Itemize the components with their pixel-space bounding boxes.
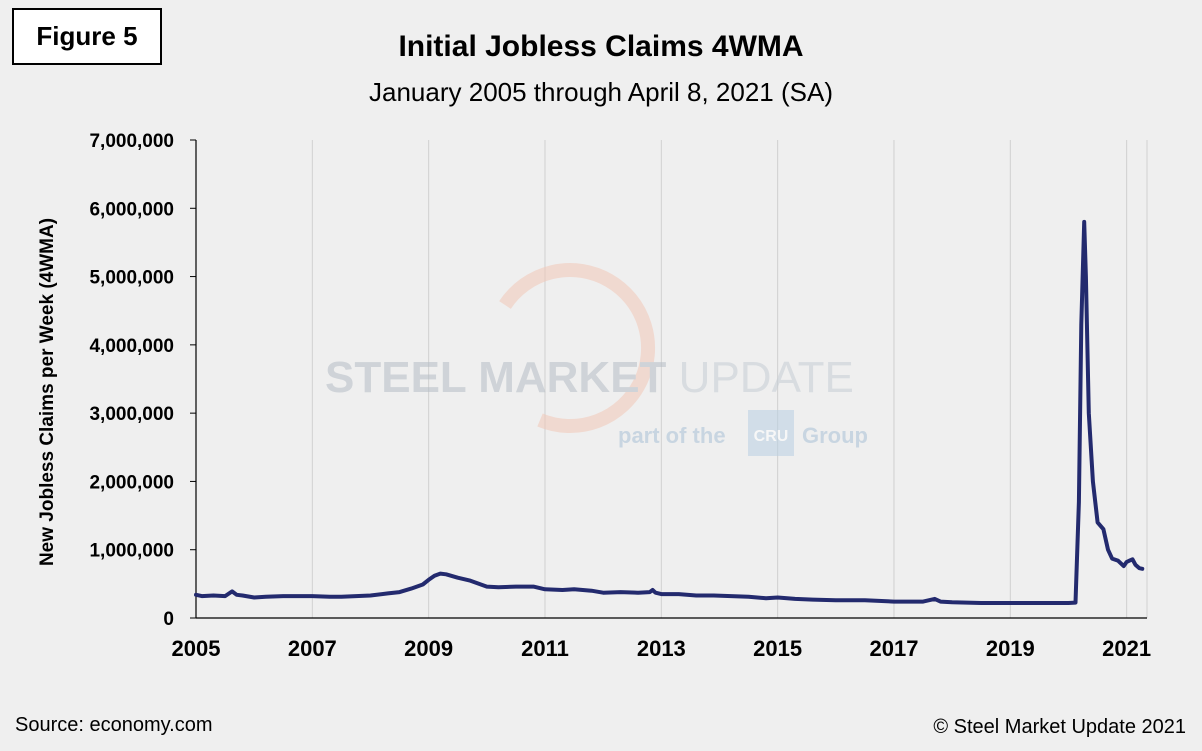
x-tick-label: 2009 (404, 636, 453, 661)
series-line-0 (194, 219, 1145, 605)
x-tick-label: 2005 (172, 636, 221, 661)
chart-subtitle: January 2005 through April 8, 2021 (SA) (369, 77, 833, 107)
y-tick-label: 1,000,000 (89, 541, 174, 562)
y-tick-label: 4,000,000 (89, 336, 174, 357)
watermark-sub-after: Group (802, 423, 868, 448)
watermark-sub-before: part of the (618, 423, 726, 448)
figure-label: Figure 5 (12, 8, 162, 65)
x-tick-label: 2015 (753, 636, 802, 661)
series-layer (194, 219, 1145, 605)
copyright-note: © Steel Market Update 2021 (933, 716, 1186, 738)
watermark-main-text: STEEL MARKET UPDATE (325, 353, 854, 402)
watermark-swoosh (499, 263, 656, 434)
watermark-logo: STEEL MARKET UPDATE part of the CRU Grou… (325, 263, 868, 456)
x-tick-label: 2019 (986, 636, 1035, 661)
x-tick-label: 2007 (288, 636, 337, 661)
x-tick-labels: 2005 2007 2009 2011 2013 2015 2017 2019 2021 (172, 636, 1152, 661)
cru-logo-box (748, 410, 794, 456)
y-tick-label: 0 (163, 609, 174, 630)
y-tick-labels: 0 1,000,000 2,000,000 3,000,000 4,000,000 5,0… (89, 131, 174, 630)
x-tick-label: 2021 (1102, 636, 1151, 661)
cru-logo-text: CRU (754, 428, 789, 445)
y-tick-label: 2,000,000 (89, 472, 174, 493)
x-tick-label: 2011 (521, 636, 569, 661)
line-chart: STEEL MARKET UPDATE part of the CRU Grou… (89, 131, 1152, 661)
x-tick-label: 2013 (637, 636, 686, 661)
y-tick-label: 7,000,000 (89, 131, 174, 152)
y-tick-label: 5,000,000 (89, 268, 174, 289)
chart-title: Initial Jobless Claims 4WMA (398, 30, 804, 63)
x-tick-label: 2017 (870, 636, 919, 661)
y-tick-label: 6,000,000 (89, 199, 174, 220)
y-tick-label: 3,000,000 (89, 404, 174, 425)
axes (190, 139, 1147, 619)
source-note: Source: economy.com (15, 714, 213, 736)
